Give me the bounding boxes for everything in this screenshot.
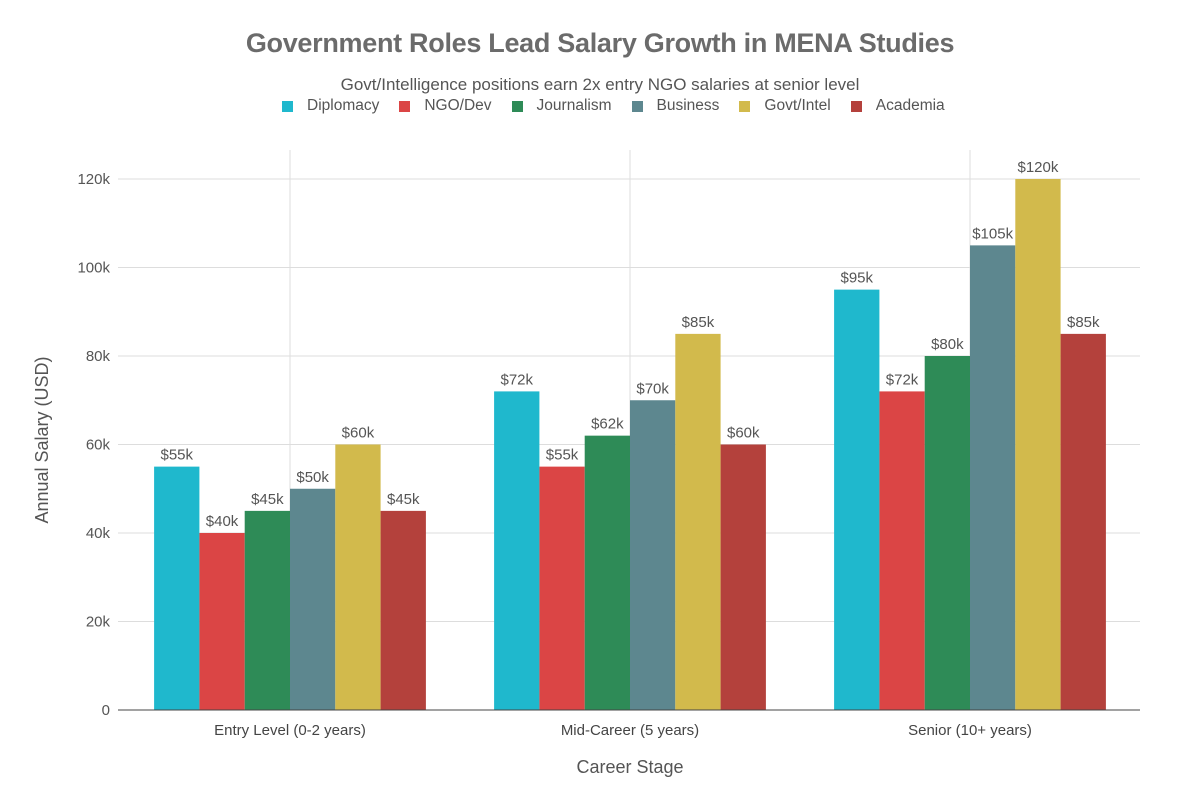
- legend-label: Govt/Intel: [764, 97, 831, 114]
- bar: [970, 245, 1016, 710]
- bar: [720, 444, 766, 710]
- bar: [154, 466, 200, 710]
- bar: [199, 533, 245, 710]
- bar: [834, 289, 880, 710]
- bar: [1060, 333, 1106, 710]
- legend-swatch: [739, 100, 751, 112]
- legend-item[interactable]: NGO/Dev: [399, 97, 492, 115]
- legend-label: Diplomacy: [307, 97, 380, 114]
- data-label: $72k: [500, 371, 533, 388]
- legend-label: Academia: [875, 97, 945, 114]
- y-tick-label: 0: [102, 702, 110, 719]
- data-label: $85k: [682, 314, 715, 331]
- x-tick-label: Mid-Career (5 years): [561, 722, 699, 739]
- legend: Diplomacy NGO/Dev Journalism Business Govt/I…: [282, 97, 965, 115]
- legend-label: Journalism: [536, 97, 612, 114]
- x-tick-label: Senior (10+ years): [908, 722, 1032, 739]
- data-label: $45k: [387, 491, 420, 508]
- y-tick-label: 80k: [86, 348, 111, 365]
- legend-item[interactable]: Business: [631, 97, 720, 115]
- bar: [494, 391, 540, 710]
- data-label: $70k: [636, 380, 669, 397]
- legend-swatch: [399, 100, 411, 112]
- legend-label: Business: [656, 97, 720, 114]
- legend-swatch: [850, 100, 862, 112]
- bar: [879, 391, 925, 710]
- legend-item[interactable]: Govt/Intel: [739, 97, 831, 115]
- y-tick-label: 40k: [86, 525, 111, 542]
- bar: [244, 510, 290, 710]
- bar: [290, 488, 336, 710]
- y-tick-label: 20k: [86, 614, 111, 631]
- y-tick-label: 100k: [77, 260, 110, 277]
- bar: [630, 400, 676, 710]
- y-axis-title: Annual Salary (USD): [32, 356, 52, 523]
- legend-swatch: [631, 100, 643, 112]
- data-label: $95k: [840, 270, 873, 287]
- data-label: $80k: [931, 336, 964, 353]
- data-label: $50k: [296, 469, 329, 486]
- bar: [335, 444, 381, 710]
- data-label: $60k: [342, 425, 375, 442]
- data-label: $105k: [972, 225, 1013, 242]
- legend-label: NGO/Dev: [424, 97, 492, 114]
- data-label: $40k: [206, 513, 239, 530]
- data-label: $62k: [591, 416, 624, 433]
- legend-swatch: [511, 100, 523, 112]
- data-label: $72k: [886, 371, 919, 388]
- x-tick-label: Entry Level (0-2 years): [214, 722, 366, 739]
- data-label: $45k: [251, 491, 284, 508]
- x-axis-title: Career Stage: [576, 757, 683, 777]
- bar: [675, 333, 721, 710]
- bar: [539, 466, 585, 710]
- data-label: $85k: [1067, 314, 1100, 331]
- legend-swatch: [282, 100, 293, 112]
- legend-item[interactable]: Academia: [850, 97, 945, 115]
- bar: [380, 510, 426, 710]
- data-label: $60k: [727, 425, 760, 442]
- y-tick-label: 60k: [86, 437, 111, 454]
- data-label: $55k: [160, 447, 193, 464]
- chart-subtitle: Govt/Intelligence positions earn 2x entr…: [340, 75, 860, 94]
- legend-item[interactable]: Diplomacy: [282, 97, 379, 115]
- bar: [924, 356, 970, 710]
- bar: [584, 435, 630, 710]
- data-label: $55k: [546, 447, 579, 464]
- data-label: $120k: [1018, 159, 1059, 176]
- chart-title: Government Roles Lead Salary Growth in M…: [245, 28, 955, 58]
- bar: [1015, 179, 1061, 710]
- y-tick-label: 120k: [77, 171, 110, 188]
- legend-item[interactable]: Journalism: [511, 97, 612, 115]
